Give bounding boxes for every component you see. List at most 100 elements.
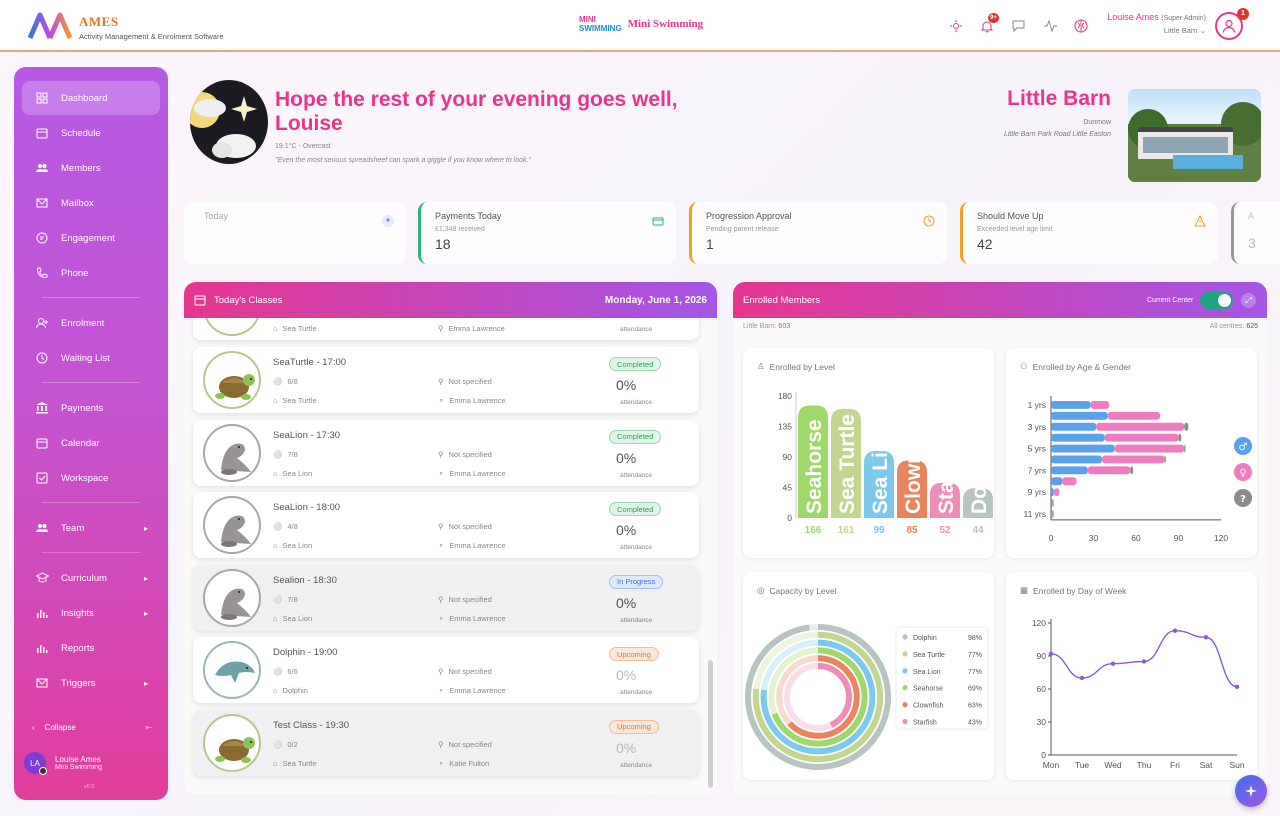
bar-female[interactable] (1053, 488, 1060, 497)
sidebar-item-dashboard[interactable]: Dashboard (22, 81, 160, 115)
bar-female[interactable] (1102, 455, 1165, 464)
data-point[interactable] (1110, 661, 1116, 666)
sidebar-item-reports[interactable]: Reports (22, 631, 160, 665)
sidebar-item-insights[interactable]: Insights ▸ (22, 596, 160, 630)
class-card[interactable]: SeaTurtle - 17:00 ⚪ 6/8 ⌂ Sea Turtle ⚲ Not spe… (193, 347, 699, 413)
bar[interactable] (798, 405, 828, 518)
bar-unknown[interactable] (1184, 422, 1189, 431)
bar-unknown[interactable] (1184, 444, 1186, 453)
current-centre-toggle[interactable] (1200, 292, 1233, 309)
bar-male[interactable] (1051, 488, 1054, 497)
bar-male[interactable] (1051, 477, 1063, 486)
collapse-button[interactable]: ‹ Collapse ⇤ (32, 723, 152, 732)
data-point[interactable] (1172, 628, 1178, 633)
sidebar-item-workspace[interactable]: Workspace (22, 461, 160, 495)
ames-logo[interactable] (28, 12, 72, 40)
sidebar-item-engagement[interactable]: Engagement (22, 221, 160, 255)
activity-icon[interactable] (1042, 18, 1058, 34)
bar[interactable] (963, 488, 993, 518)
stat-card-today[interactable]: Today (184, 202, 406, 264)
bar-male[interactable] (1051, 433, 1105, 442)
ring-sea-turtle[interactable] (752, 631, 884, 763)
theme-sun-icon[interactable] (948, 18, 964, 34)
bar-female[interactable] (1062, 477, 1077, 486)
class-card[interactable]: SeaLion - 17:30 ⚪ 7/8 ⌂ Sea Lion ⚲ Not specifi… (193, 419, 699, 486)
bar-unknown[interactable] (1130, 466, 1134, 475)
bar-male[interactable] (1051, 444, 1115, 453)
stat-card-partial[interactable]: A 3 (1231, 202, 1280, 264)
bar-male[interactable] (1051, 411, 1108, 420)
data-point[interactable] (1079, 675, 1085, 681)
class-card[interactable]: Test Class - 19:30 ⚪ 0/2 ⌂ Sea Turtle ⚲ Not sp… (193, 709, 699, 776)
ring-sea-lion[interactable] (760, 639, 876, 755)
bar-male[interactable] (1051, 510, 1053, 518)
stat-card-move-up[interactable]: Should Move Up Exceeded level age limit … (960, 202, 1218, 264)
ring-seahorse[interactable] (768, 647, 868, 747)
bell-icon[interactable]: 9+ (979, 13, 999, 34)
class-card[interactable]: Dolphin - 19:00 ⚪ 6/6 ⌂ Dolphin ⚲ Not specifie… (193, 637, 699, 703)
class-location: ⚲ Not specified (438, 739, 492, 749)
clock-icon (923, 215, 935, 227)
sidebar-item-phone[interactable]: Phone (22, 256, 160, 290)
legend-swatch (902, 651, 908, 657)
message-icon[interactable] (1010, 18, 1026, 34)
stat-card-progression[interactable]: Progression Approval Pending parent rele… (689, 202, 947, 264)
bar-female[interactable] (1052, 510, 1054, 518)
legend-label: Sea Lion (913, 669, 941, 676)
bar-male[interactable] (1051, 499, 1053, 507)
bar-female[interactable] (1104, 433, 1179, 442)
class-card[interactable]: SeaLion - 18:00 ⚪ 4/8 ⌂ Sea Lion ⚲ Not specifi… (193, 492, 699, 558)
venue-name: Little Barn (1007, 87, 1111, 110)
scrollbar-thumb[interactable] (708, 660, 713, 788)
bar[interactable] (897, 460, 927, 518)
user-avatar[interactable]: 1 (1215, 8, 1249, 40)
bar-unknown[interactable] (1164, 455, 1166, 464)
bar-unknown[interactable] (1178, 433, 1182, 442)
sidebar-user[interactable]: LA Louise Ames Mini Swimming (24, 752, 102, 775)
bar-male[interactable] (1051, 455, 1102, 464)
male-icon[interactable] (1234, 437, 1252, 455)
bar-male[interactable] (1051, 401, 1091, 409)
sidebar-item-members[interactable]: Members (22, 151, 160, 185)
stat-card-payments[interactable]: Payments Today £1,348 received 18 (418, 202, 676, 264)
sidebar-item-mailbox[interactable]: Mailbox (22, 186, 160, 220)
ring-dolphin[interactable] (745, 624, 891, 770)
legend-box (895, 626, 989, 730)
sidebar-item-waiting-list[interactable]: Waiting List (22, 341, 160, 375)
sidebar-item-schedule[interactable]: Schedule (22, 116, 160, 150)
expand-icon[interactable]: ⤢ (1241, 293, 1256, 308)
data-point[interactable] (1048, 651, 1054, 656)
data-point[interactable] (1234, 684, 1240, 689)
class-card[interactable]: ⌂Sea Turtle ⚲Emma Lawrence 0% attendance (193, 318, 699, 340)
legend-label: Starfish (913, 720, 937, 727)
sidebar-item-payments[interactable]: Payments (22, 391, 160, 425)
sidebar-item-curriculum[interactable]: Curriculum ▸ (22, 561, 160, 595)
ring-starfish[interactable] (784, 663, 852, 731)
bar-female[interactable] (1096, 422, 1185, 431)
ring-clownfish[interactable] (776, 655, 860, 739)
bar[interactable] (930, 482, 960, 518)
bar-female[interactable] (1052, 499, 1054, 507)
sidebar-item-triggers[interactable]: Triggers ▸ (22, 666, 160, 700)
classes-list[interactable]: ⌂Sea Turtle ⚲Emma Lawrence 0% attendance… (184, 318, 717, 795)
sidebar-item-calendar[interactable]: Calendar (22, 426, 160, 460)
female-icon[interactable] (1234, 463, 1252, 481)
user-menu[interactable]: Louise Ames (Super Admin) Little Barn ⌄ (1100, 12, 1206, 35)
bar[interactable] (831, 408, 861, 518)
class-card[interactable]: Sealion - 18:30 ⚪ 7/8 ⌂ Sea Lion ⚲ Not specifi… (193, 564, 699, 631)
bar-female[interactable] (1114, 444, 1185, 453)
data-point[interactable] (1141, 659, 1147, 664)
bar-female[interactable] (1090, 401, 1110, 409)
sidebar-item-team[interactable]: Team ▸ (22, 511, 160, 545)
brain-icon[interactable] (1073, 18, 1089, 34)
class-teacher: ⚬ Emma Lawrence (438, 686, 506, 695)
sidebar-item-enrolment[interactable]: Enrolment (22, 306, 160, 340)
assistant-sparkle-button[interactable] (1235, 775, 1267, 807)
bar-female[interactable] (1087, 466, 1131, 475)
bar-female[interactable] (1107, 411, 1161, 420)
bar-male[interactable] (1051, 422, 1097, 431)
bar[interactable] (864, 450, 894, 518)
bar-male[interactable] (1051, 466, 1088, 475)
question-icon[interactable] (1234, 489, 1252, 507)
data-point[interactable] (1203, 635, 1209, 640)
